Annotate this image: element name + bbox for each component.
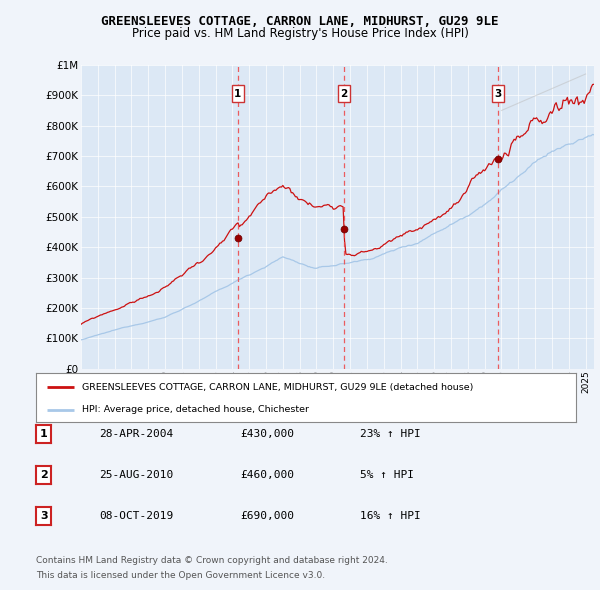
FancyBboxPatch shape xyxy=(232,86,244,102)
Text: HPI: Average price, detached house, Chichester: HPI: Average price, detached house, Chic… xyxy=(82,405,309,414)
FancyBboxPatch shape xyxy=(492,86,503,102)
Text: 28-APR-2004: 28-APR-2004 xyxy=(99,429,173,438)
Text: 25-AUG-2010: 25-AUG-2010 xyxy=(99,470,173,480)
Text: Price paid vs. HM Land Registry's House Price Index (HPI): Price paid vs. HM Land Registry's House … xyxy=(131,27,469,40)
Text: 08-OCT-2019: 08-OCT-2019 xyxy=(99,512,173,521)
Text: GREENSLEEVES COTTAGE, CARRON LANE, MIDHURST, GU29 9LE (detached house): GREENSLEEVES COTTAGE, CARRON LANE, MIDHU… xyxy=(82,382,473,392)
Text: 2: 2 xyxy=(40,470,47,480)
Text: 1: 1 xyxy=(234,88,241,99)
Text: 5% ↑ HPI: 5% ↑ HPI xyxy=(360,470,414,480)
Text: 3: 3 xyxy=(494,88,501,99)
Text: £460,000: £460,000 xyxy=(240,470,294,480)
Text: £430,000: £430,000 xyxy=(240,429,294,438)
Text: GREENSLEEVES COTTAGE, CARRON LANE, MIDHURST, GU29 9LE: GREENSLEEVES COTTAGE, CARRON LANE, MIDHU… xyxy=(101,15,499,28)
Text: 23% ↑ HPI: 23% ↑ HPI xyxy=(360,429,421,438)
Text: 2: 2 xyxy=(341,88,348,99)
Text: £690,000: £690,000 xyxy=(240,512,294,521)
Text: Contains HM Land Registry data © Crown copyright and database right 2024.: Contains HM Land Registry data © Crown c… xyxy=(36,556,388,565)
Text: 3: 3 xyxy=(40,512,47,521)
Text: 1: 1 xyxy=(40,429,47,438)
FancyBboxPatch shape xyxy=(338,86,350,102)
Text: 16% ↑ HPI: 16% ↑ HPI xyxy=(360,512,421,521)
Text: This data is licensed under the Open Government Licence v3.0.: This data is licensed under the Open Gov… xyxy=(36,571,325,580)
